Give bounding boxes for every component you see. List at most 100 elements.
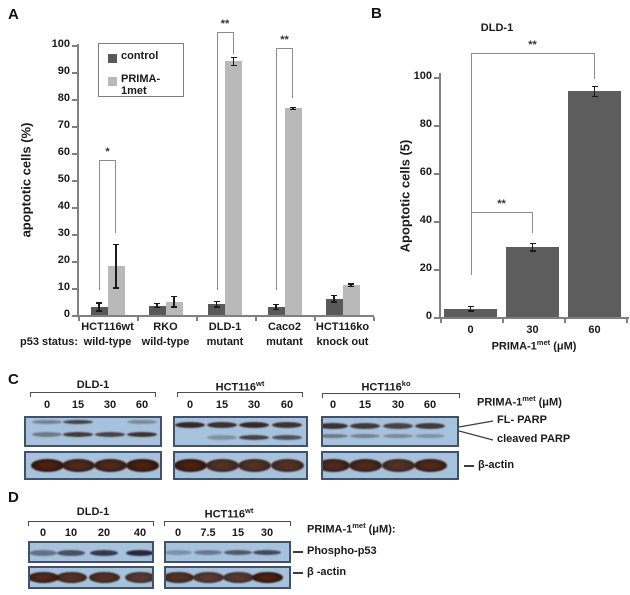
x-tick <box>373 317 375 321</box>
blot-band <box>63 432 93 438</box>
p53-status-label: knock out <box>316 336 369 348</box>
error-bar-cap <box>113 287 119 289</box>
blot-band <box>350 433 380 438</box>
p53-status-label: wild-type <box>83 336 132 348</box>
y-tick <box>72 261 77 263</box>
error-bar <box>292 107 294 110</box>
bar-control-HCT116ko <box>325 298 343 315</box>
significance-bracket <box>115 159 117 233</box>
significance-bracket <box>276 47 293 49</box>
dose-bracket <box>164 521 291 526</box>
significance-marker: ** <box>280 33 289 46</box>
y-tick <box>434 77 439 79</box>
y-tick <box>72 99 77 101</box>
error-bar <box>593 86 596 97</box>
fl-parp-label: FL- PARP <box>497 414 547 426</box>
error-bar <box>115 244 117 288</box>
error-bar-cap <box>171 295 177 297</box>
error-bar <box>333 295 335 303</box>
blot-band <box>125 459 159 472</box>
blot-group-title: HCT116wt <box>204 506 254 521</box>
dose-bracket <box>28 521 154 526</box>
blot-band <box>90 550 118 557</box>
y-tick <box>72 234 77 236</box>
panel-a-label: A <box>8 6 19 23</box>
panel-c-beta-actin-label: β-actin <box>478 459 515 471</box>
dose-label: 0 <box>43 399 51 411</box>
panel-a-y-axis-title: apoptotic cells (%) <box>18 122 34 238</box>
blot-parp <box>173 416 308 447</box>
panel-b-y-axis <box>439 73 441 319</box>
beta-actin-pointer-dash <box>464 465 474 467</box>
panel-b-label: B <box>371 5 382 22</box>
significance-bracket <box>216 31 218 290</box>
blot-band <box>63 420 93 425</box>
error-bar <box>215 301 218 307</box>
error-bar-cap <box>213 306 220 308</box>
dose-label: 15 <box>358 399 372 411</box>
dose-label: 0 <box>39 527 47 539</box>
y-tick <box>72 207 77 209</box>
blot-band <box>175 459 207 472</box>
dose-label: 7.5 <box>200 527 216 539</box>
dose-label: 30 <box>247 399 261 411</box>
blot-band <box>350 423 380 430</box>
p53-status-label: mutant <box>206 336 244 348</box>
blot-band <box>32 432 62 438</box>
dose-label: 0 <box>174 527 182 539</box>
error-bar <box>98 302 100 311</box>
error-bar-cap <box>348 283 354 285</box>
blot-beta-actin <box>164 566 291 589</box>
x-tick <box>626 319 628 323</box>
error-bar <box>531 243 534 251</box>
dose-label: 60 <box>280 399 294 411</box>
error-bar <box>350 283 352 287</box>
error-bar-cap <box>591 86 598 88</box>
parp-connector-lines <box>459 420 494 441</box>
y-tick-label: 30 <box>57 227 70 239</box>
error-bar-cap <box>529 243 536 245</box>
y-tick <box>434 269 439 271</box>
blot-band <box>194 549 222 555</box>
blot-group-title: HCT116wt <box>215 379 265 394</box>
blot-band <box>30 572 59 583</box>
x-tick <box>502 319 504 323</box>
blot-phospho-p53 <box>28 541 154 563</box>
significance-bracket <box>470 53 595 55</box>
y-tick <box>72 315 77 317</box>
blot-band <box>270 459 304 472</box>
significance-bracket <box>99 159 101 290</box>
blot-band <box>251 572 283 583</box>
blot-band <box>126 550 152 557</box>
blot-beta-actin <box>173 451 308 480</box>
panel-b-x-axis-title: PRIMA-1met (μM) <box>491 338 577 353</box>
y-tick <box>434 173 439 175</box>
blot-band <box>323 459 350 472</box>
y-tick <box>72 288 77 290</box>
dose-label: 30 <box>391 399 405 411</box>
blot-band <box>348 459 382 472</box>
blot-band <box>192 572 224 583</box>
y-tick-label: 0 <box>425 310 432 322</box>
blot-parp <box>24 416 162 447</box>
phospho-p53-pointer-dash <box>293 551 303 553</box>
panel-a-x-axis <box>77 315 374 317</box>
dose-bracket <box>322 393 460 398</box>
bar-PRIMA-1met-RKO <box>165 301 183 315</box>
x-tick <box>564 319 566 323</box>
legend-swatch-control <box>108 54 117 63</box>
error-bar-cap <box>213 300 220 303</box>
blot-band <box>124 572 152 583</box>
blot-group-title: HCT116ko <box>361 379 411 394</box>
p53-status-label: wild-type <box>141 336 190 348</box>
panel-b-y-axis-title: Apoptotic cells (5) <box>397 139 413 253</box>
error-bar-cap <box>290 106 296 108</box>
panel-d-beta-actin-pointer-dash <box>293 572 303 574</box>
significance-marker: * <box>105 145 110 158</box>
error-bar-cap <box>154 306 160 309</box>
error-bar-cap <box>331 294 337 297</box>
y-tick-label: 60 <box>57 146 70 158</box>
y-tick <box>434 317 439 319</box>
blot-band <box>272 422 302 429</box>
cleaved-parp-label: cleaved PARP <box>497 433 571 445</box>
